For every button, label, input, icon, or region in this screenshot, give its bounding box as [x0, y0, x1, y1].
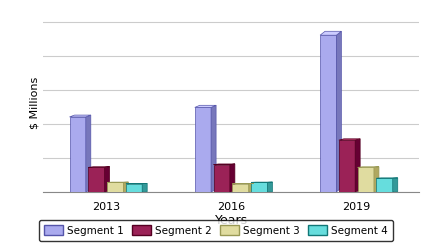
Polygon shape — [393, 178, 398, 192]
Polygon shape — [126, 184, 142, 192]
Polygon shape — [142, 184, 147, 192]
Polygon shape — [374, 167, 379, 192]
Polygon shape — [213, 165, 230, 192]
Polygon shape — [70, 117, 86, 192]
Polygon shape — [267, 182, 273, 192]
Polygon shape — [251, 182, 267, 192]
Polygon shape — [211, 105, 216, 192]
Polygon shape — [249, 184, 254, 192]
Polygon shape — [339, 139, 360, 140]
Polygon shape — [86, 115, 91, 192]
Polygon shape — [358, 167, 374, 192]
Polygon shape — [320, 35, 337, 192]
Polygon shape — [70, 115, 91, 117]
Polygon shape — [339, 140, 355, 192]
Polygon shape — [195, 105, 216, 108]
Polygon shape — [232, 184, 249, 192]
Polygon shape — [195, 108, 211, 192]
Polygon shape — [355, 139, 360, 192]
Polygon shape — [88, 167, 105, 192]
Legend: Segment 1, Segment 2, Segment 3, Segment 4: Segment 1, Segment 2, Segment 3, Segment… — [39, 220, 393, 241]
Polygon shape — [337, 31, 341, 192]
Polygon shape — [320, 31, 341, 35]
Polygon shape — [124, 182, 128, 192]
Polygon shape — [105, 167, 110, 192]
X-axis label: Years: Years — [215, 214, 248, 227]
Y-axis label: $ Millions: $ Millions — [29, 77, 39, 129]
Polygon shape — [230, 164, 235, 192]
Polygon shape — [213, 164, 235, 165]
Polygon shape — [107, 182, 124, 192]
Polygon shape — [376, 178, 393, 192]
